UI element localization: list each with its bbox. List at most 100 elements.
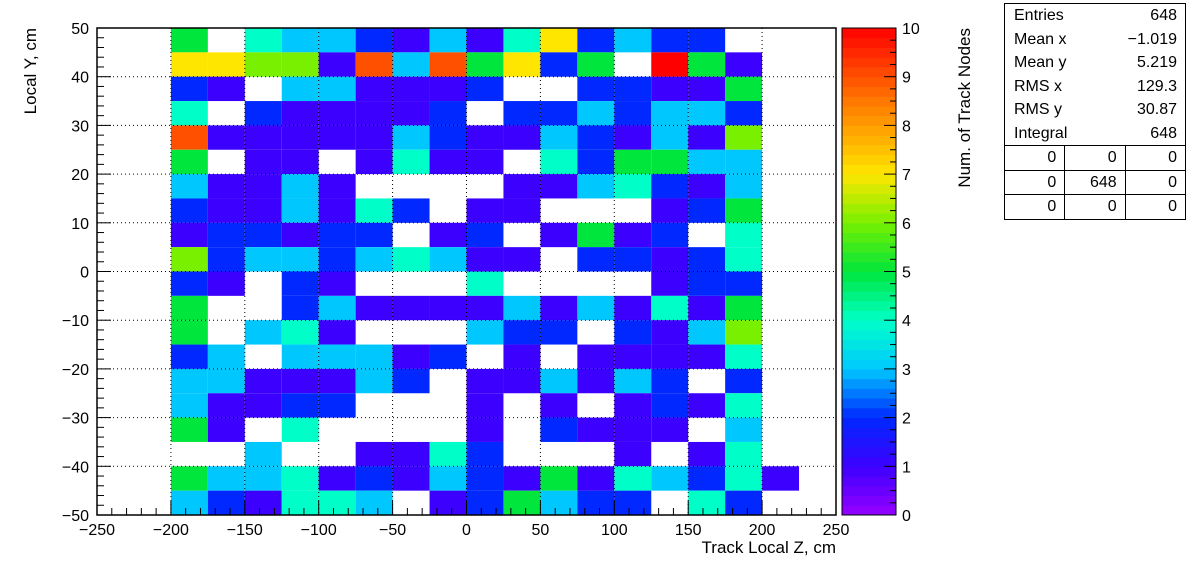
heatmap-cell <box>540 320 578 345</box>
heatmap-cell <box>651 320 689 345</box>
heatmap-cell <box>355 344 393 369</box>
heatmap-cell <box>614 320 652 345</box>
heatmap-cell <box>429 247 467 272</box>
heatmap-cell <box>170 174 208 199</box>
stats-integral-label: Integral <box>1014 124 1068 142</box>
heatmap-cell <box>503 247 541 272</box>
colorbar-segment <box>842 174 896 185</box>
heatmap-cell <box>466 441 504 467</box>
heatmap-cell <box>318 198 356 223</box>
heatmap-cell <box>355 28 393 53</box>
heatmap-cell <box>355 101 393 126</box>
heatmap-cell <box>725 417 763 442</box>
heatmap-cell <box>540 295 578 321</box>
y-tick-label: −50 <box>62 508 89 525</box>
y-tick-label: −10 <box>62 313 89 330</box>
heatmap-cell <box>540 28 578 53</box>
x-tick-label: 100 <box>601 522 628 539</box>
heatmap-cell <box>725 198 763 223</box>
heatmap-cell <box>429 125 467 150</box>
heatmap-cell <box>318 52 356 77</box>
y-axis-label: Local Y, cm <box>21 28 40 114</box>
heatmap-cell <box>281 417 319 442</box>
colorbar-segment <box>842 320 896 331</box>
heatmap-cell <box>207 222 245 248</box>
x-tick-label: 150 <box>675 522 702 539</box>
heatmap-cell <box>614 101 652 126</box>
heatmap-cell <box>244 466 282 491</box>
heatmap-cell <box>170 417 208 442</box>
heatmap-cell <box>466 76 504 102</box>
heatmap-cell <box>392 344 430 369</box>
heatmap-cell <box>207 125 245 150</box>
heatmap-cell <box>170 295 208 321</box>
heatmap-cell <box>392 466 430 491</box>
heatmap-cell <box>614 344 652 369</box>
heatmap-cell <box>688 393 726 418</box>
heatmap-cell <box>688 441 726 467</box>
heatmap-cell <box>355 52 393 77</box>
heatmap-cell <box>651 149 689 175</box>
stats-grid-row: 0 648 0 <box>1005 169 1185 194</box>
colorbar-tick-label: 4 <box>902 313 911 330</box>
heatmap-cell <box>503 490 541 515</box>
heatmap-cell <box>244 441 282 467</box>
x-tick-label: −150 <box>227 522 263 539</box>
heatmap-cell <box>688 125 726 150</box>
heatmap-cell <box>170 393 208 418</box>
colorbar-segment <box>842 66 896 78</box>
stats-integral-value: 648 <box>1150 124 1177 142</box>
heatmap-cell <box>281 271 319 296</box>
heatmap-cell <box>651 393 689 418</box>
heatmap-cell <box>540 490 578 515</box>
heatmap-cell <box>170 344 208 369</box>
heatmap-cell <box>466 149 504 175</box>
heatmap-cell <box>540 149 578 175</box>
heatmap-cell <box>244 490 282 515</box>
heatmap-cell <box>688 320 726 345</box>
heatmap-cell <box>503 125 541 150</box>
stats-mean-y-value: 5.219 <box>1136 54 1177 71</box>
stats-grid-cell: 0 <box>1064 195 1124 219</box>
heatmap-cell <box>429 441 467 467</box>
heatmap-cell <box>503 52 541 77</box>
x-tick-label: 50 <box>532 522 550 539</box>
heatmap-cell <box>688 28 726 53</box>
heatmap-cell <box>392 368 430 394</box>
colorbar-segment <box>842 242 896 253</box>
colorbar-segment <box>842 86 896 97</box>
heatmap-cell <box>281 198 319 223</box>
heatmap-cell <box>392 441 430 467</box>
stats-rms-x-label: RMS x <box>1014 77 1062 95</box>
heatmap-cell <box>540 174 578 199</box>
heatmap-cell <box>614 174 652 199</box>
heatmap-cell <box>207 417 245 442</box>
heatmap-cell <box>281 295 319 321</box>
heatmap-cell <box>688 76 726 102</box>
heatmap-cell <box>207 490 245 515</box>
x-axis-label: Track Local Z, cm <box>702 538 836 557</box>
colorbar-segment <box>842 368 896 380</box>
heatmap-cell <box>392 28 430 53</box>
heatmap-cell <box>466 198 504 223</box>
heatmap-cell <box>355 490 393 515</box>
y-tick-label: 50 <box>71 21 89 38</box>
heatmap-cell <box>429 149 467 175</box>
heatmap-cell <box>614 441 652 467</box>
heatmap-cell <box>614 125 652 150</box>
heatmap-cell <box>170 76 208 102</box>
stats-rms-x-value: 129.3 <box>1136 77 1177 95</box>
x-tick-label: 200 <box>749 522 776 539</box>
y-tick-label: 30 <box>71 118 89 135</box>
heatmap-cell <box>466 393 504 418</box>
heatmap-cell <box>392 247 430 272</box>
heatmap-cell <box>244 222 282 248</box>
heatmap-cell <box>651 174 689 199</box>
heatmap-cell <box>244 125 282 150</box>
x-tick-label: −50 <box>379 522 406 539</box>
heatmap-cell <box>244 368 282 394</box>
heatmap-cell <box>577 466 615 491</box>
heatmap-cell <box>281 76 319 102</box>
y-tick-label: 0 <box>80 265 89 282</box>
